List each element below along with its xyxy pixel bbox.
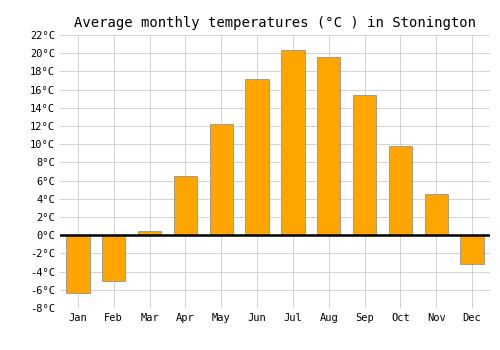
- Bar: [246, 79, 268, 235]
- Bar: [317, 57, 340, 235]
- Bar: [210, 124, 233, 235]
- Bar: [102, 235, 126, 281]
- Bar: [174, 176, 197, 235]
- Bar: [460, 235, 483, 264]
- Bar: [389, 146, 412, 235]
- Bar: [138, 231, 161, 235]
- Bar: [424, 194, 448, 235]
- Title: Average monthly temperatures (°C ) in Stonington: Average monthly temperatures (°C ) in St…: [74, 16, 476, 30]
- Bar: [66, 235, 90, 293]
- Bar: [353, 95, 376, 235]
- Bar: [282, 50, 304, 235]
